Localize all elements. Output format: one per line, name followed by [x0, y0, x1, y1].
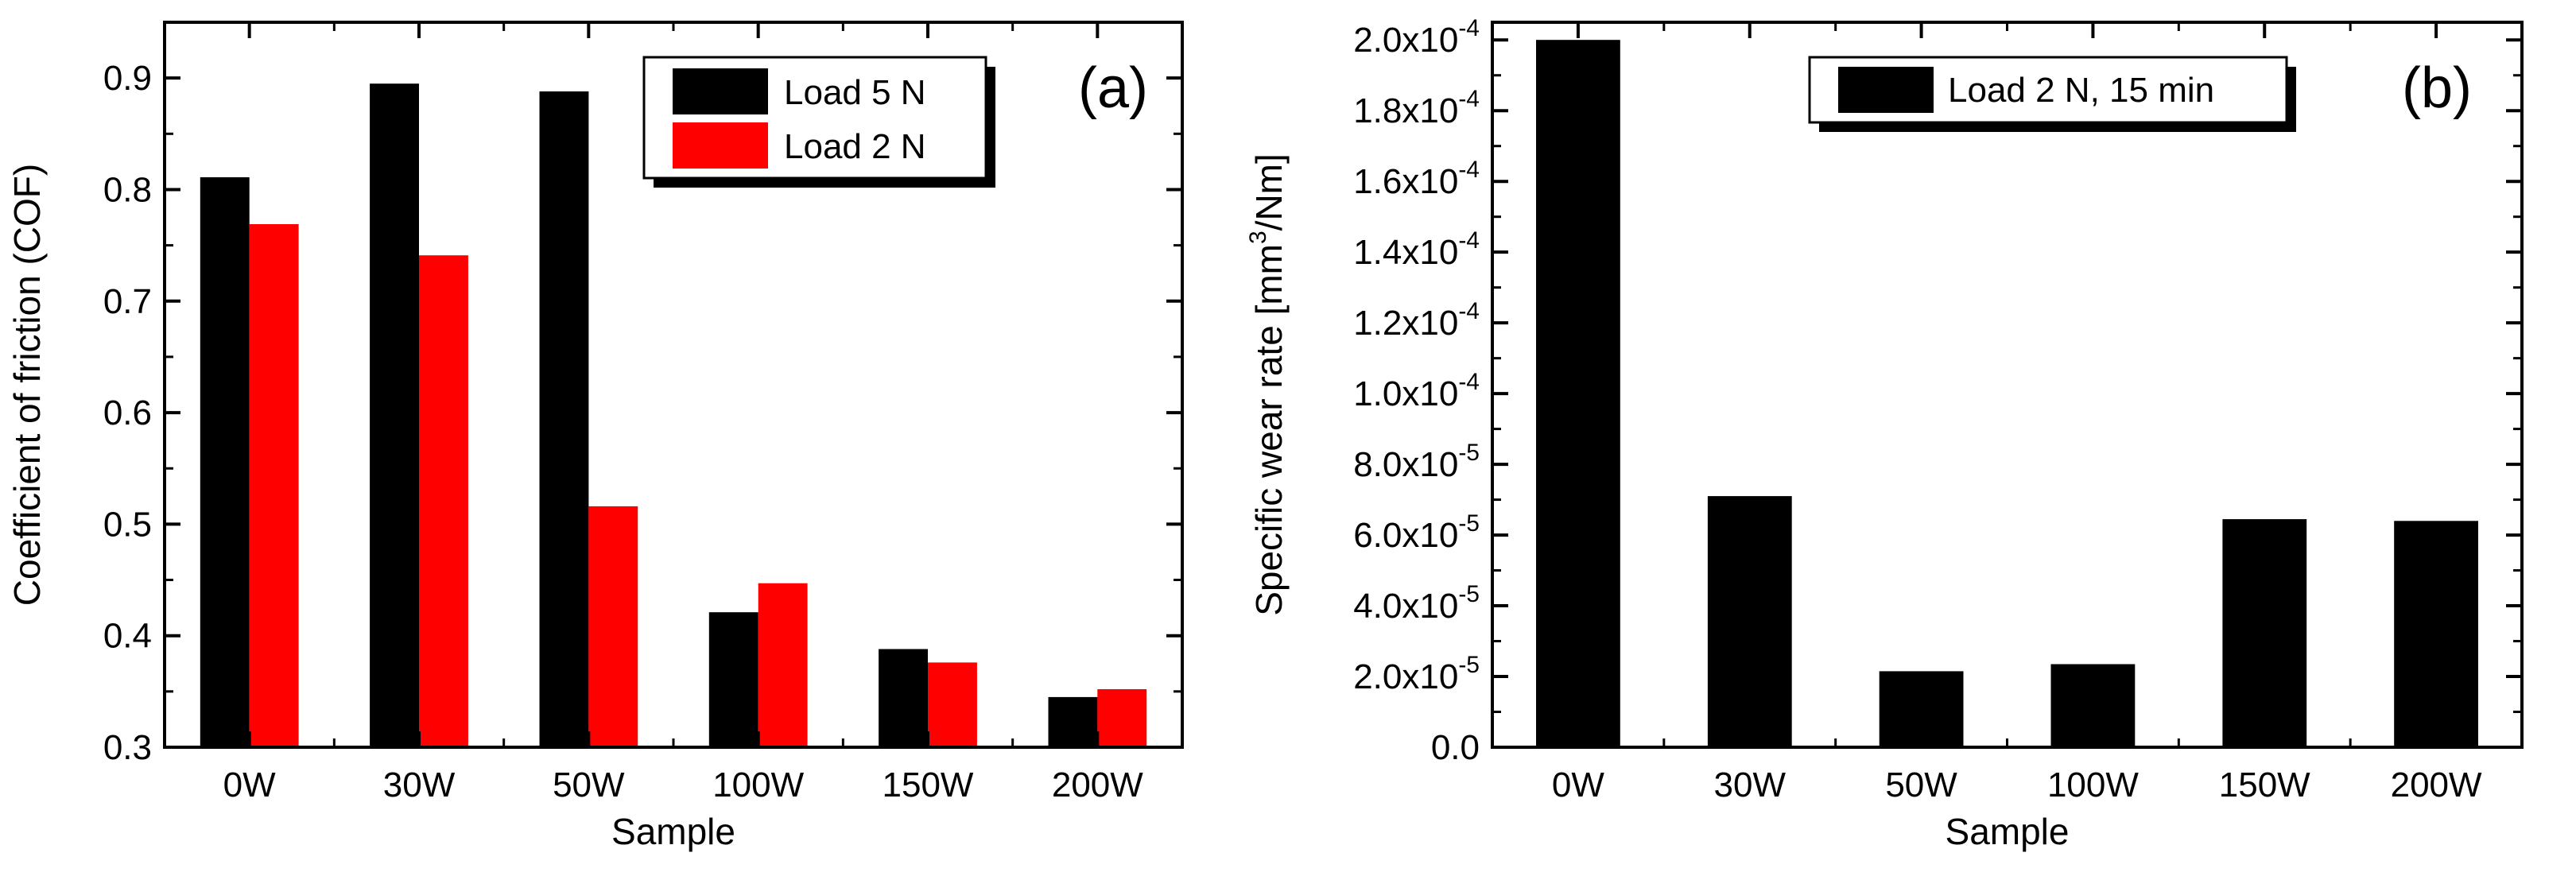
y-tick-label-a-1: 0.4 [103, 617, 152, 656]
x-tick-label-a-0w: 0W [223, 766, 276, 804]
y-tick-label-base-b-1: 2.0x10 [1353, 657, 1458, 696]
legend-label-load-2-n: Load 2 N [784, 127, 926, 166]
y-tick-label-base-b-6: 1.2x10 [1353, 304, 1458, 343]
y-tick-label-b-8: 1.6x10-4 [1353, 157, 1480, 201]
y-tick-label-exp-b-9: -4 [1458, 86, 1480, 112]
panel-a-y-ticks: 0.3 0.4 0.5 0.6 0.7 0.8 0.9 [103, 59, 1182, 767]
y-tick-label-base-b-8: 1.6x10 [1353, 162, 1458, 201]
x-tick-label-b-30w: 30W [1714, 766, 1787, 804]
bar-a-load-2-n-200w [1097, 689, 1147, 747]
y-tick-label-exp-b-4: -5 [1458, 440, 1480, 466]
panel-a-x-axis-title: Sample [611, 811, 735, 852]
legend-swatch-load-2-n [673, 122, 768, 169]
x-tick-label-b-0w: 0W [1552, 766, 1604, 804]
bar-a-load-2-n-100w [758, 583, 808, 747]
y-tick-label-base-b-0: 0.0 [1431, 728, 1480, 767]
bar-a-load-5-n-50w [539, 91, 589, 747]
panel-b-label: (b) [2402, 56, 2472, 120]
panel-b-y-ticks: 0.02.0x10-54.0x10-56.0x10-58.0x10-51.0x1… [1353, 15, 2522, 767]
y-tick-label-base-b-7: 1.4x10 [1353, 233, 1458, 272]
y-tick-label-exp-b-5: -4 [1458, 369, 1480, 395]
panel-b-bars [1536, 40, 2478, 747]
x-tick-label-b-50w: 50W [1885, 766, 1957, 804]
y-tick-label-b-6: 1.2x10-4 [1353, 298, 1480, 343]
bar-a-load-2-n-0w [249, 224, 299, 747]
y-tick-label-b-9: 1.8x10-4 [1353, 86, 1480, 130]
y-tick-label-b-1: 2.0x10-5 [1353, 652, 1480, 696]
y-tick-label-b-7: 1.4x10-4 [1353, 227, 1480, 272]
panel-a-y-axis-title: Coefficient of friction (COF) [6, 164, 48, 606]
y-tick-label-base-b-10: 2.0x10 [1353, 21, 1458, 60]
bar-a-load-5-n-0w [200, 177, 250, 747]
y-tick-label-base-b-9: 1.8x10 [1353, 91, 1458, 130]
y-tick-label-base-b-5: 1.0x10 [1353, 374, 1458, 413]
panel-b-wear-rate-chart: 0.02.0x10-54.0x10-56.0x10-58.0x10-51.0x1… [1245, 15, 2524, 852]
y-tick-label-a-4: 0.7 [103, 282, 152, 321]
panel-b-x-ticks: 0W 30W 50W 100W 150W 200W [1552, 22, 2482, 804]
panel-b-y-axis-title-main: Specific wear rate [mm [1248, 244, 1290, 616]
y-tick-label-b-2: 4.0x10-5 [1353, 581, 1480, 626]
y-tick-label-exp-b-2: -5 [1458, 581, 1480, 607]
panel-a-x-ticks: 0W 30W 50W 100W 150W 200W [223, 22, 1143, 804]
x-tick-label-a-100w: 100W [712, 766, 804, 804]
y-tick-label-b-5: 1.0x10-4 [1353, 369, 1480, 413]
y-tick-label-base-b-4: 8.0x10 [1353, 445, 1458, 484]
bar-a-load-2-n-50w [588, 506, 638, 747]
panel-b-x-axis-title: Sample [1946, 811, 2070, 852]
y-tick-label-exp-b-1: -5 [1458, 652, 1480, 678]
panel-b-legend: Load 2 N, 15 min [1808, 56, 2296, 132]
bar-b-load-2-n-15-min-0w [1536, 40, 1620, 747]
bar-a-load-5-n-150w [879, 649, 928, 747]
y-tick-label-b-4: 8.0x10-5 [1353, 440, 1480, 484]
x-tick-label-a-30w: 30W [383, 766, 456, 804]
x-tick-label-b-200w: 200W [2391, 766, 2482, 804]
y-tick-label-a-5: 0.8 [103, 170, 152, 209]
bar-a-load-5-n-30w [370, 83, 419, 747]
y-tick-label-a-3: 0.6 [103, 393, 152, 432]
y-tick-label-exp-b-7: -4 [1458, 227, 1480, 254]
legend-swatch-load-5-n [673, 68, 768, 114]
panel-a-legend: Load 5 N Load 2 N [642, 56, 995, 188]
y-tick-label-exp-b-10: -4 [1458, 15, 1480, 41]
bar-a-load-5-n-200w [1048, 696, 1098, 747]
panel-a-label: (a) [1078, 56, 1148, 120]
x-tick-label-a-200w: 200W [1052, 766, 1143, 804]
legend-label-load-5-n: Load 5 N [784, 73, 926, 112]
x-tick-label-b-150w: 150W [2219, 766, 2310, 804]
y-tick-label-b-0: 0.0 [1431, 728, 1480, 767]
panel-b-y-axis-title: Specific wear rate [mm3/Nm] [1245, 153, 1290, 616]
y-tick-label-a-6: 0.9 [103, 59, 152, 98]
bar-b-load-2-n-15-min-150w [2222, 519, 2307, 747]
panel-b-y-axis-title-tail: /Nm] [1248, 153, 1290, 231]
bar-b-load-2-n-15-min-200w [2394, 521, 2478, 747]
bar-a-load-2-n-150w [928, 662, 977, 747]
y-tick-label-exp-b-6: -4 [1458, 298, 1480, 324]
y-tick-label-base-b-2: 4.0x10 [1353, 587, 1458, 626]
legend-label-load-2-n-15-min: Load 2 N, 15 min [1948, 71, 2214, 110]
bar-a-load-2-n-30w [419, 255, 468, 747]
y-tick-label-a-2: 0.5 [103, 505, 152, 544]
panel-b-y-axis-title-sup: 3 [1245, 231, 1271, 244]
panel-a-bars [200, 83, 1147, 747]
panel-a-cof-chart: 0.3 0.4 0.5 0.6 0.7 0.8 0.9 0W 30W 50W 100W 150W 20… [6, 21, 1184, 852]
y-tick-label-exp-b-8: -4 [1458, 157, 1480, 183]
x-tick-label-a-50w: 50W [553, 766, 625, 804]
x-tick-label-a-150w: 150W [883, 766, 974, 804]
legend-swatch-load-2-n-15-min [1838, 67, 1934, 113]
y-tick-label-base-b-3: 6.0x10 [1353, 516, 1458, 555]
y-tick-label-b-3: 6.0x10-5 [1353, 510, 1480, 555]
y-tick-label-a-0: 0.3 [103, 728, 152, 767]
bar-a-load-5-n-100w [708, 612, 758, 747]
bar-b-load-2-n-15-min-30w [1707, 496, 1792, 747]
y-tick-label-exp-b-3: -5 [1458, 510, 1480, 537]
y-tick-label-b-10: 2.0x10-4 [1353, 15, 1480, 60]
x-tick-label-b-100w: 100W [2047, 766, 2139, 804]
